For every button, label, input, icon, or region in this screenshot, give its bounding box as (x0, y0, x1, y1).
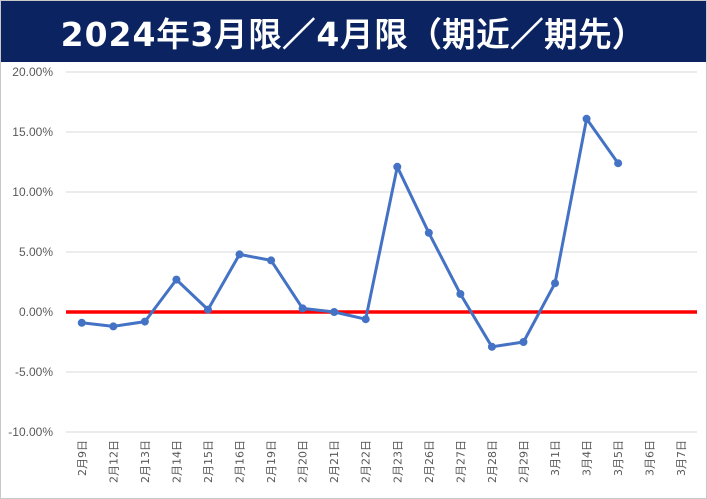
x-tick-label: 3月4日 (581, 440, 594, 476)
data-point (109, 322, 118, 331)
data-point (551, 279, 560, 288)
y-tick-label: 15.00% (12, 125, 53, 139)
gridlines (66, 71, 697, 433)
data-point (519, 338, 528, 346)
y-axis-ticks: 20.00% 15.00% 10.00% 5.00% 0.00% -5.00% -10.00… (8, 65, 53, 439)
x-tick-label: 3月6日 (644, 440, 657, 476)
chart-title: 2024年3月限／4月限（期近／期先） (1, 1, 706, 62)
x-tick-label: 2月23日 (391, 440, 404, 483)
data-point (487, 342, 496, 351)
data-point (361, 315, 370, 324)
x-tick-label: 2月20日 (297, 440, 310, 483)
data-point (456, 290, 465, 298)
data-point (267, 256, 276, 265)
data-point (582, 114, 591, 123)
data-points (77, 114, 623, 351)
series-line (81, 117, 620, 349)
data-point (140, 317, 149, 326)
data-point (235, 250, 244, 259)
x-tick-label: 3月1日 (549, 440, 562, 476)
y-tick-label: 5.00% (19, 245, 53, 259)
x-tick-label: 3月7日 (675, 440, 688, 476)
x-tick-label: 2月9日 (76, 440, 89, 476)
y-tick-label: -5.00% (15, 365, 53, 379)
x-tick-label: 2月29日 (517, 440, 530, 483)
x-tick-label: 2月14日 (170, 440, 183, 483)
x-tick-label: 2月22日 (360, 440, 373, 483)
x-tick-label: 2月15日 (202, 440, 215, 483)
data-point (172, 275, 181, 284)
x-tick-label: 2月12日 (107, 440, 120, 483)
x-tick-label: 2月19日 (265, 440, 278, 483)
x-tick-label: 3月5日 (612, 440, 625, 476)
y-tick-label: 10.00% (12, 185, 53, 199)
x-tick-label: 2月26日 (423, 440, 436, 483)
data-point (203, 305, 212, 314)
x-tick-label: 2月28日 (486, 440, 499, 483)
x-tick-label: 2月27日 (454, 440, 467, 483)
y-tick-label: -10.00% (8, 425, 53, 439)
data-point (77, 318, 86, 327)
x-axis-ticks: 2月9日 2月12日 2月13日 2月14日 2月15日 2月16日 2月19日 2月20日 2… (76, 440, 688, 483)
data-point (298, 304, 307, 313)
data-point (330, 308, 339, 316)
x-tick-label: 2月13日 (139, 440, 152, 483)
y-tick-label: 0.00% (19, 305, 53, 319)
x-tick-label: 2月16日 (234, 440, 247, 483)
data-point (424, 228, 433, 237)
data-point (614, 159, 623, 168)
data-point (393, 162, 402, 171)
y-tick-label: 20.00% (12, 65, 53, 79)
x-tick-label: 2月21日 (328, 440, 341, 483)
